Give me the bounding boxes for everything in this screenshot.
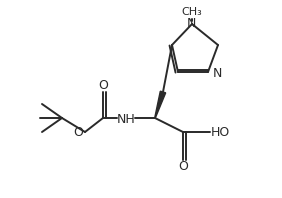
- Text: NH: NH: [117, 112, 135, 126]
- Text: N: N: [212, 67, 222, 80]
- Text: O: O: [178, 161, 188, 173]
- Text: N: N: [186, 16, 196, 30]
- Text: O: O: [73, 127, 83, 140]
- Text: HO: HO: [210, 126, 230, 138]
- Text: CH₃: CH₃: [182, 7, 202, 17]
- Polygon shape: [155, 91, 166, 118]
- Text: O: O: [98, 78, 108, 91]
